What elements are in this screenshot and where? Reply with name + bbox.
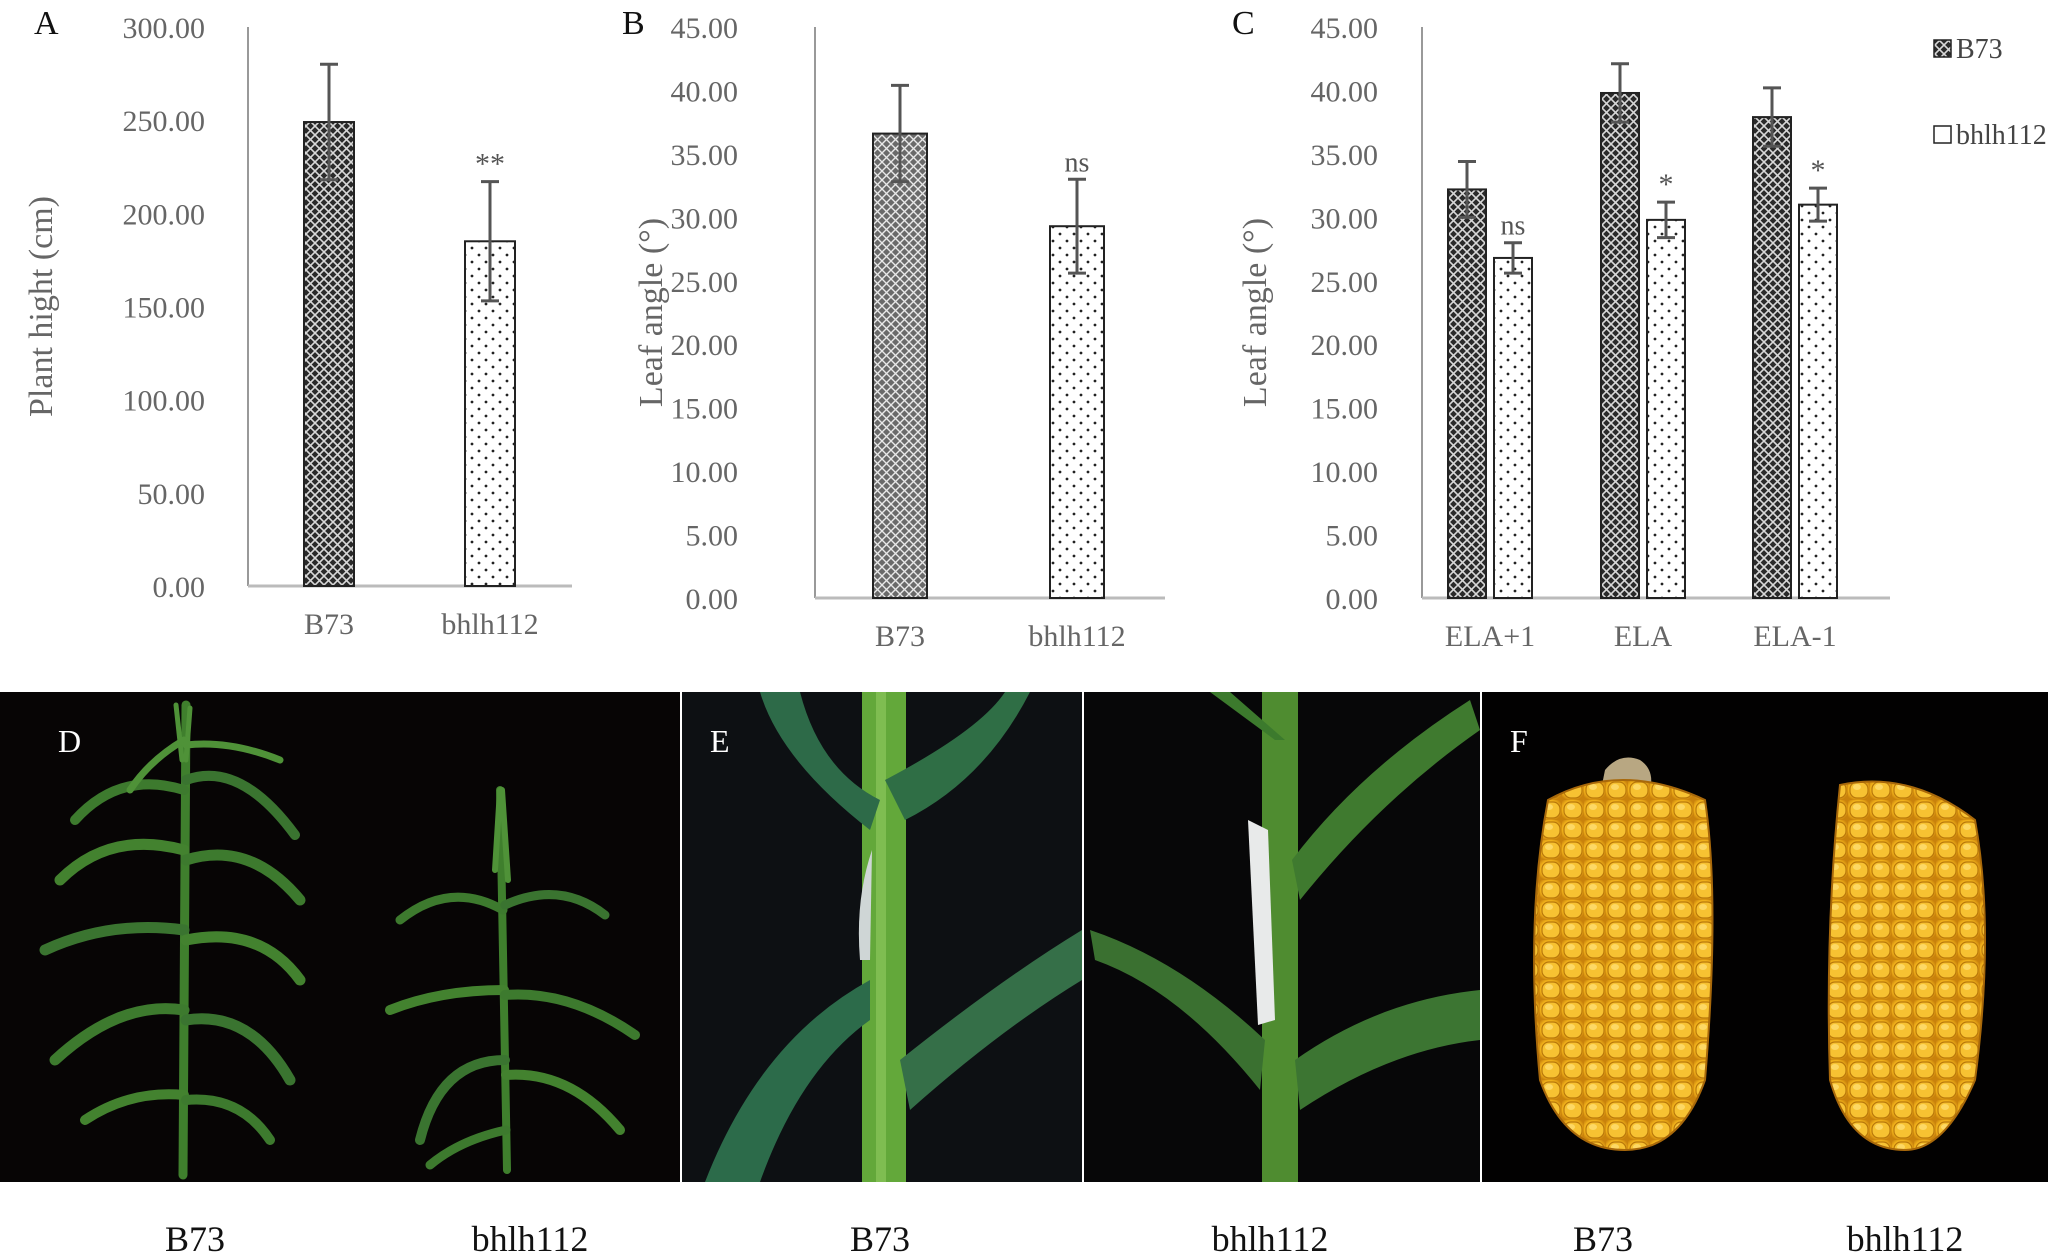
- panel-label-a: A: [34, 5, 59, 42]
- legend: B73 bhlh112: [1933, 34, 2047, 151]
- y-tick-label: 0.00: [153, 571, 206, 604]
- panel-label-b: B: [622, 5, 645, 42]
- significance-label: *: [1811, 154, 1826, 187]
- photo-panel-e: E: [682, 692, 1480, 1182]
- x-tick-label: ELA+1: [1445, 620, 1535, 653]
- panel-label-d: D: [58, 723, 81, 759]
- y-tick-label: 5.00: [1326, 520, 1379, 553]
- panel-label-e: E: [710, 723, 730, 759]
- bar-bhlh112: [1798, 203, 1838, 599]
- y-tick-label: 20.00: [671, 329, 739, 362]
- x-tick-label: ELA-1: [1753, 620, 1836, 653]
- y-axis-label: Plant hight (cm): [23, 196, 60, 417]
- chart-a: 0.00 50.00 100.00 150.00 200.00 250.00 300.00 P…: [23, 12, 572, 641]
- bar-bhlh112: [1646, 218, 1686, 599]
- caption-d-bhlh112: bhlh112: [471, 1219, 589, 1259]
- x-tick-label: bhlh112: [441, 608, 538, 641]
- b73-ear-image: [1533, 779, 1714, 1152]
- legend-swatch-bhlh112: [1933, 125, 1952, 144]
- legend-label-bhlh112: bhlh112: [1956, 120, 2047, 151]
- caption-d-b73: B73: [164, 1219, 225, 1259]
- x-tick-label: bhlh112: [1028, 620, 1125, 653]
- bhlh112-leaf-closeup-image: [1090, 692, 1480, 1182]
- y-tick-label: 200.00: [123, 198, 206, 231]
- bar-b73: [303, 121, 355, 587]
- caption-e-b73: B73: [849, 1219, 910, 1259]
- y-tick-label: 5.00: [686, 520, 739, 553]
- y-tick-label: 100.00: [123, 385, 206, 418]
- y-tick-label: 10.00: [1311, 456, 1379, 489]
- y-tick-label: 30.00: [671, 202, 739, 235]
- y-tick-label: 250.00: [123, 105, 206, 138]
- b73-leaf-closeup-image: [705, 692, 1082, 1182]
- panel-label-f: F: [1510, 723, 1528, 759]
- chart-b: 0.00 5.00 10.00 15.00 20.00 25.00 30.00 35.00 40…: [633, 12, 1165, 653]
- y-tick-label: 45.00: [671, 12, 739, 45]
- y-tick-label: 0.00: [686, 583, 739, 616]
- y-tick-label: 150.00: [123, 292, 206, 325]
- y-axis-label: Leaf angle (°): [1237, 218, 1274, 407]
- y-tick-label: 25.00: [1311, 266, 1379, 299]
- bar-bhlh112: [1493, 256, 1533, 599]
- y-axis-label: Leaf angle (°): [633, 218, 670, 407]
- y-tick-label: 20.00: [1311, 329, 1379, 362]
- bhlh112-plant-image: [385, 786, 640, 1174]
- legend-label-b73: B73: [1956, 34, 2003, 65]
- panel-label-c: C: [1232, 5, 1255, 42]
- bar-bhlh112: [1049, 225, 1105, 600]
- x-tick-label: B73: [304, 608, 354, 641]
- y-tick-label: 35.00: [671, 139, 739, 172]
- y-tick-label: 45.00: [1311, 12, 1379, 45]
- y-tick-label: 50.00: [138, 478, 206, 511]
- significance-label: **: [475, 148, 505, 181]
- b73-plant-image: [39, 700, 306, 1180]
- bar-b73: [1600, 91, 1640, 600]
- caption-f-b73: B73: [1572, 1219, 1633, 1259]
- y-tick-label: 40.00: [671, 75, 739, 108]
- caption-e-bhlh112: bhlh112: [1211, 1219, 1329, 1259]
- photo-panel-f: F: [1482, 692, 2048, 1182]
- y-tick-label: 0.00: [1326, 583, 1379, 616]
- significance-label: ns: [1065, 147, 1090, 178]
- x-tick-label: ELA: [1614, 620, 1673, 653]
- y-tick-label: 25.00: [671, 266, 739, 299]
- bar-b73: [1752, 116, 1792, 599]
- significance-label: *: [1659, 168, 1674, 201]
- significance-label: ns: [1501, 211, 1526, 242]
- bar-b73: [1447, 188, 1487, 599]
- caption-f-bhlh112: bhlh112: [1846, 1219, 1964, 1259]
- y-tick-label: 10.00: [671, 456, 739, 489]
- bhlh112-ear-image: [1827, 780, 1986, 1152]
- y-tick-label: 35.00: [1311, 139, 1379, 172]
- legend-swatch-b73: [1933, 39, 1952, 58]
- photo-panel-d: D: [0, 692, 680, 1182]
- y-tick-label: 15.00: [1311, 393, 1379, 426]
- bar-b73: [872, 132, 928, 599]
- y-tick-label: 40.00: [1311, 75, 1379, 108]
- y-tick-label: 15.00: [671, 393, 739, 426]
- chart-c: 0.00 5.00 10.00 15.00 20.00 25.00 30.00 35.00 40…: [1237, 12, 1890, 653]
- x-tick-label: B73: [875, 620, 925, 653]
- y-tick-label: 30.00: [1311, 202, 1379, 235]
- y-tick-label: 300.00: [123, 12, 206, 45]
